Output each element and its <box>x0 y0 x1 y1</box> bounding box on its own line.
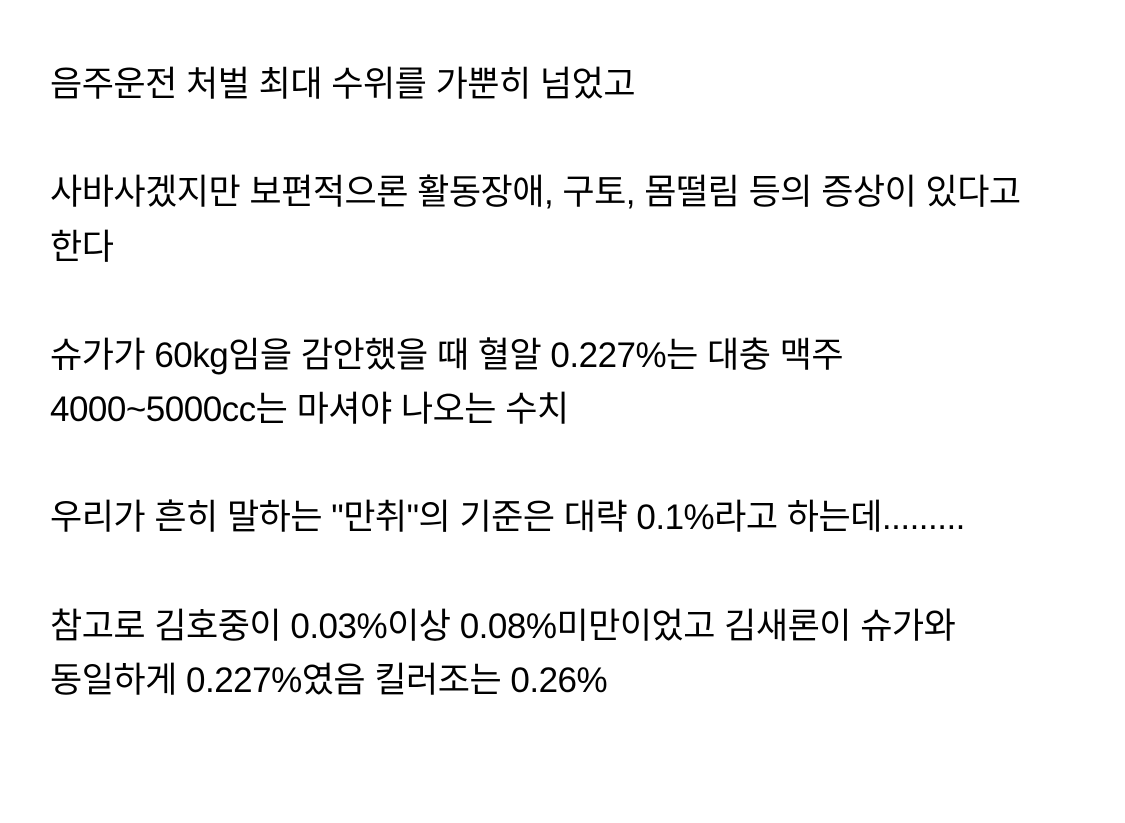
paragraph-4: 우리가 흔히 말하는 "만취"의 기준은 대략 0.1%라고 하는데......… <box>50 491 1075 545</box>
paragraph-2: 사바사겠지만 보편적으론 활동장애, 구토, 몸떨림 등의 증상이 있다고 한다 <box>50 166 1075 275</box>
paragraph-5: 참고로 김호중이 0.03%이상 0.08%미만이었고 김새론이 슈가와 동일하… <box>50 600 1075 709</box>
paragraph-1: 음주운전 처벌 최대 수위를 가뿐히 넘었고 <box>50 58 1075 112</box>
paragraph-3: 슈가가 60kg임을 감안했을 때 혈알 0.227%는 대충 맥주 4000~… <box>50 329 1075 438</box>
